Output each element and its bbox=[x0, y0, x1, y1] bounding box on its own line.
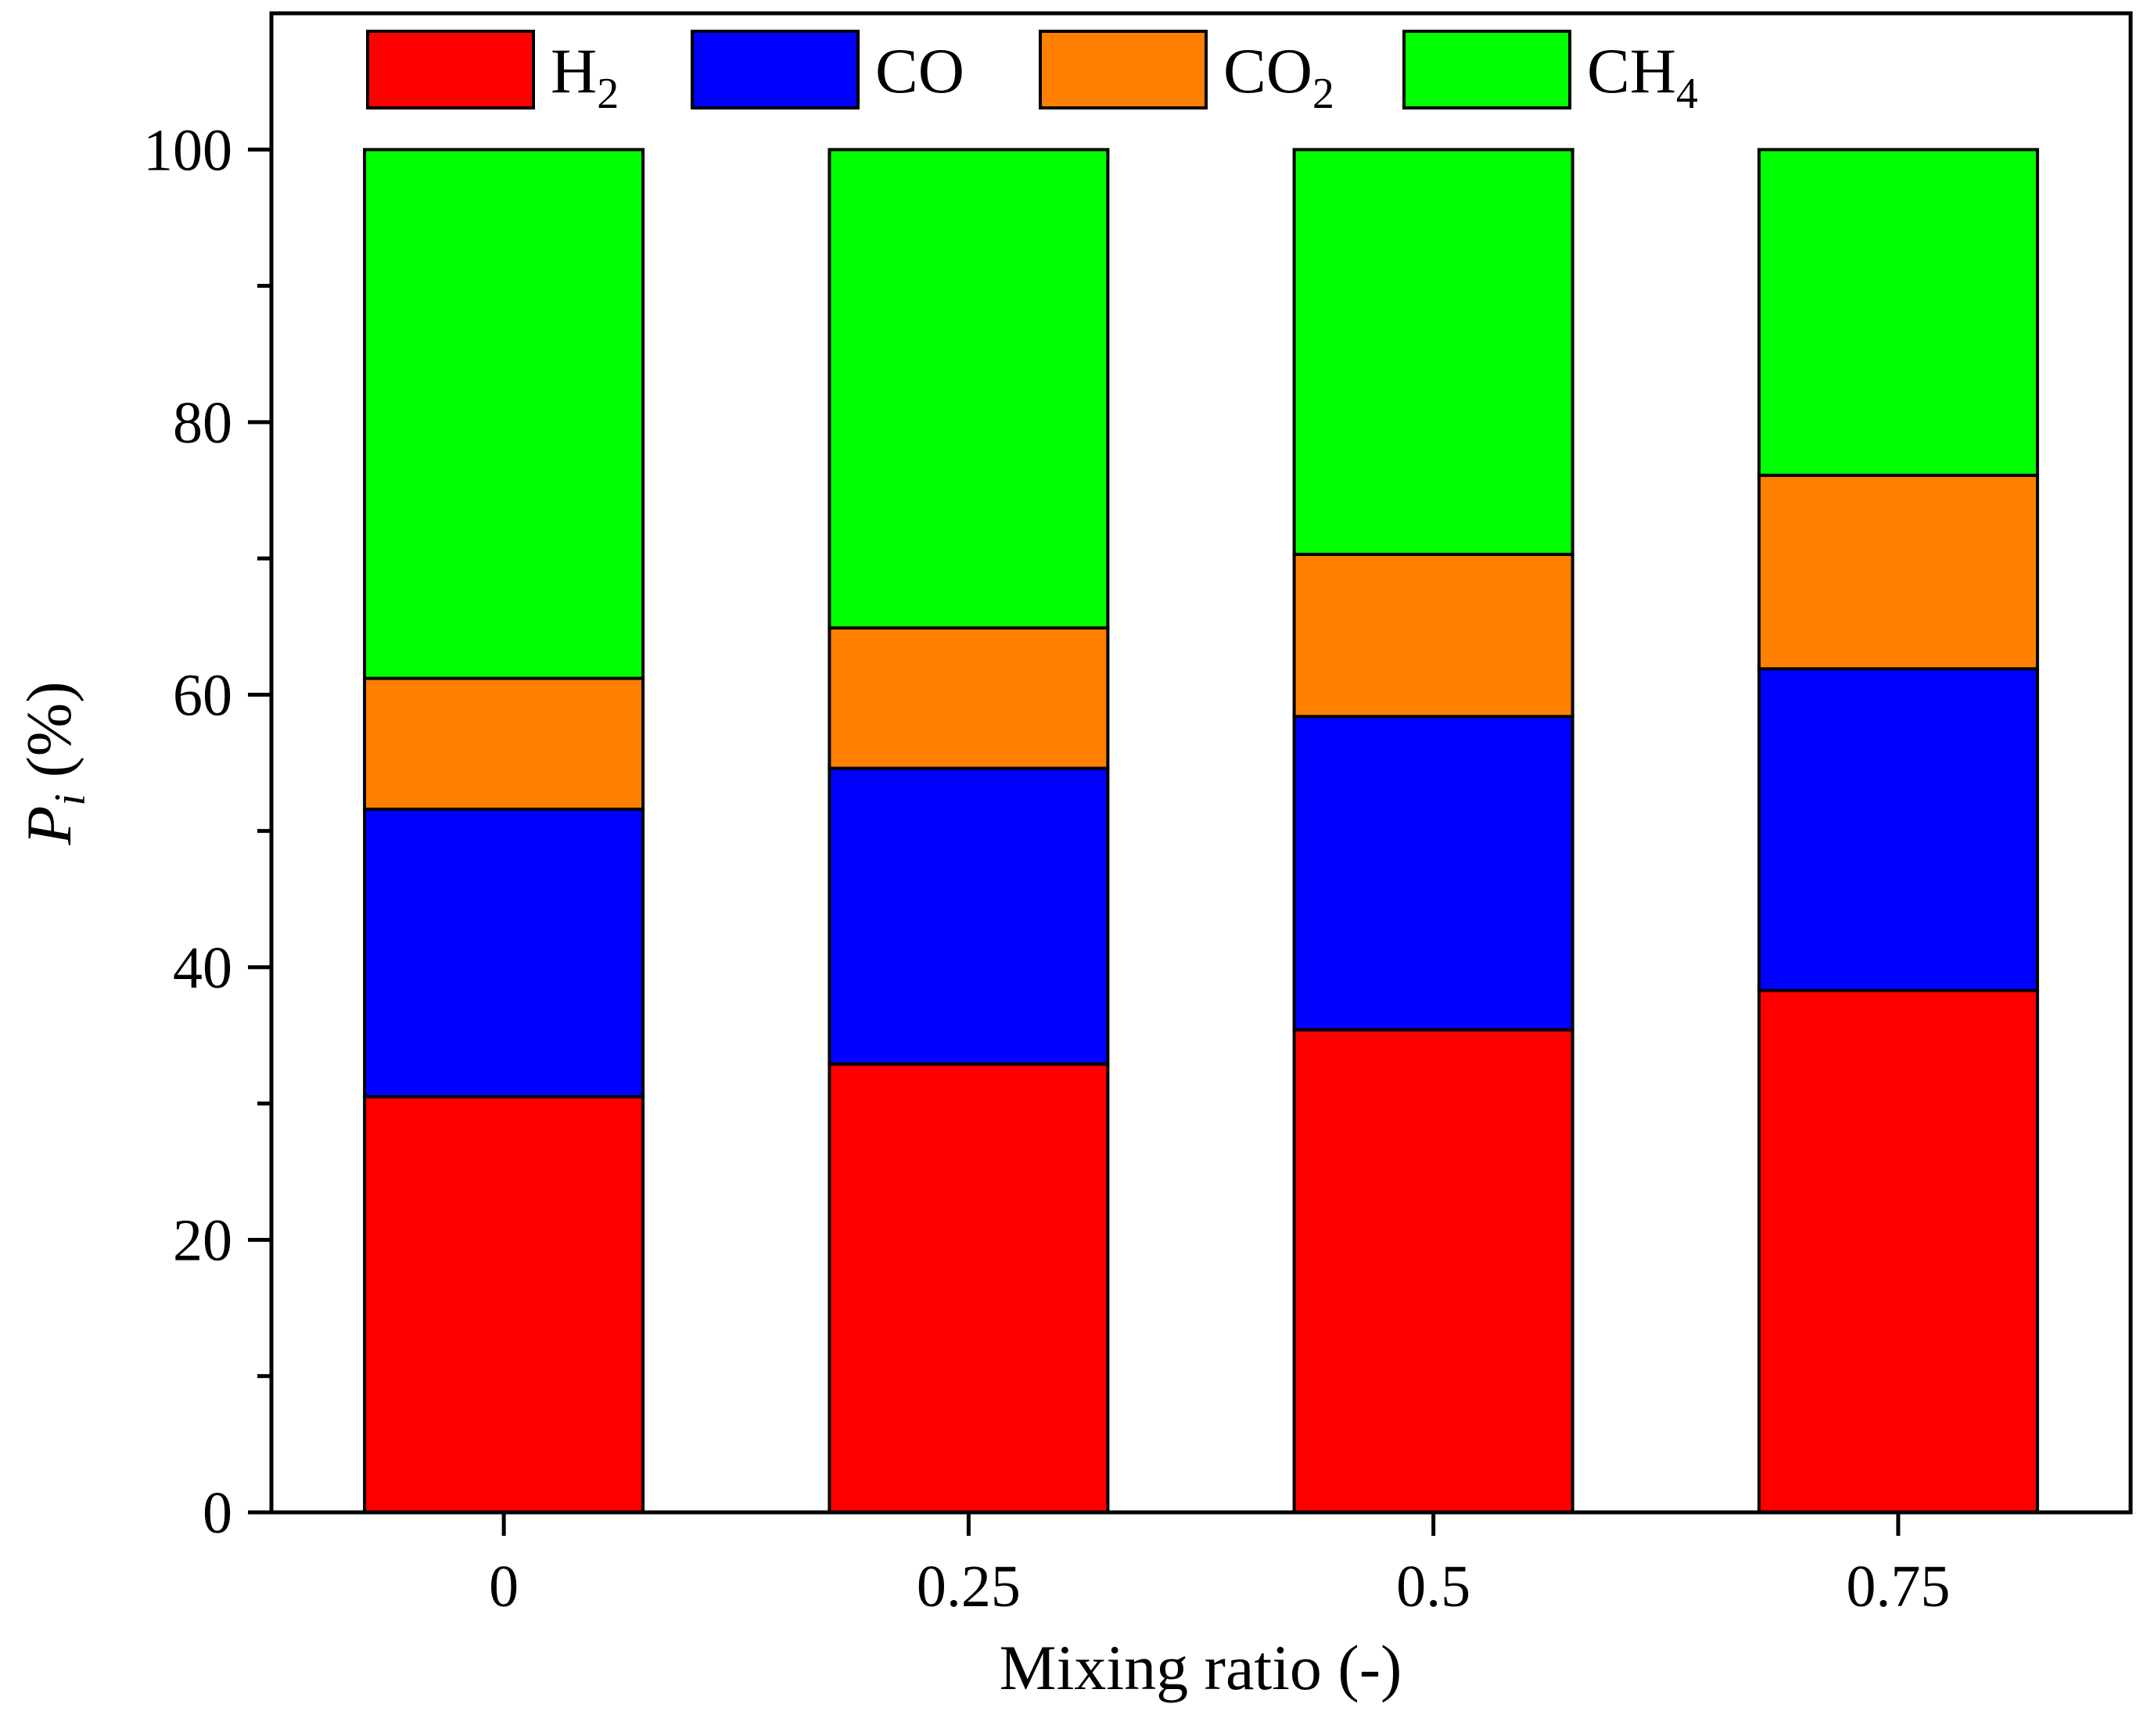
legend-swatch-h2 bbox=[366, 30, 535, 109]
bar-co-0.75 bbox=[1757, 667, 2039, 992]
y-tick-label-100: 100 bbox=[143, 117, 232, 183]
bar-co-0 bbox=[363, 807, 645, 1099]
legend-label-co2: CO2 bbox=[1223, 35, 1334, 118]
y-tick-label-60: 60 bbox=[173, 662, 232, 728]
y-tick-label-40: 40 bbox=[173, 935, 232, 1001]
legend-swatch-co2 bbox=[1039, 30, 1208, 109]
y-axis-title: Pi (%) bbox=[13, 681, 95, 845]
x-tick-label-0.5: 0.5 bbox=[1396, 1554, 1470, 1619]
bar-co2-0.25 bbox=[828, 626, 1110, 770]
legend: H2 CO CO2 CH4 bbox=[366, 30, 1698, 118]
bar-co2-0.75 bbox=[1757, 473, 2039, 671]
y-tick-label-20: 20 bbox=[173, 1207, 232, 1273]
bar-co-0.5 bbox=[1292, 715, 1574, 1031]
bar-co2-0 bbox=[363, 676, 645, 811]
legend-label-h2: H2 bbox=[551, 35, 619, 118]
bar-ch4-0 bbox=[363, 148, 645, 680]
y-tick-label-0: 0 bbox=[203, 1480, 232, 1546]
x-tick-label-0: 0 bbox=[489, 1554, 519, 1619]
legend-swatch-ch4 bbox=[1402, 30, 1571, 109]
bar-co-0.25 bbox=[828, 766, 1110, 1066]
legend-label-ch4: CH4 bbox=[1587, 35, 1698, 118]
plot-frame bbox=[269, 11, 2133, 1515]
y-axis-ticks: 0 20 40 60 80 100 bbox=[143, 117, 271, 1546]
bar-h2-0.25 bbox=[828, 1062, 1110, 1514]
bar-h2-0.75 bbox=[1757, 988, 2039, 1514]
legend-label-co: CO bbox=[875, 35, 964, 106]
bar-co2-0.5 bbox=[1292, 552, 1574, 719]
legend-swatch-co bbox=[691, 30, 860, 109]
bar-ch4-0.5 bbox=[1292, 148, 1574, 556]
bar-ch4-0.75 bbox=[1757, 148, 2039, 477]
bar-layer bbox=[363, 148, 2039, 1514]
x-axis-ticks: 0 0.25 0.5 0.75 bbox=[489, 1512, 1950, 1619]
bar-ch4-0.25 bbox=[828, 148, 1110, 630]
x-tick-label-0.75: 0.75 bbox=[1846, 1554, 1950, 1619]
x-tick-label-0.25: 0.25 bbox=[917, 1554, 1021, 1619]
y-tick-label-80: 80 bbox=[173, 390, 232, 456]
x-axis-title: Mixing ratio (-) bbox=[1000, 1632, 1402, 1703]
bar-h2-0.5 bbox=[1292, 1028, 1574, 1514]
bar-h2-0 bbox=[363, 1095, 645, 1514]
